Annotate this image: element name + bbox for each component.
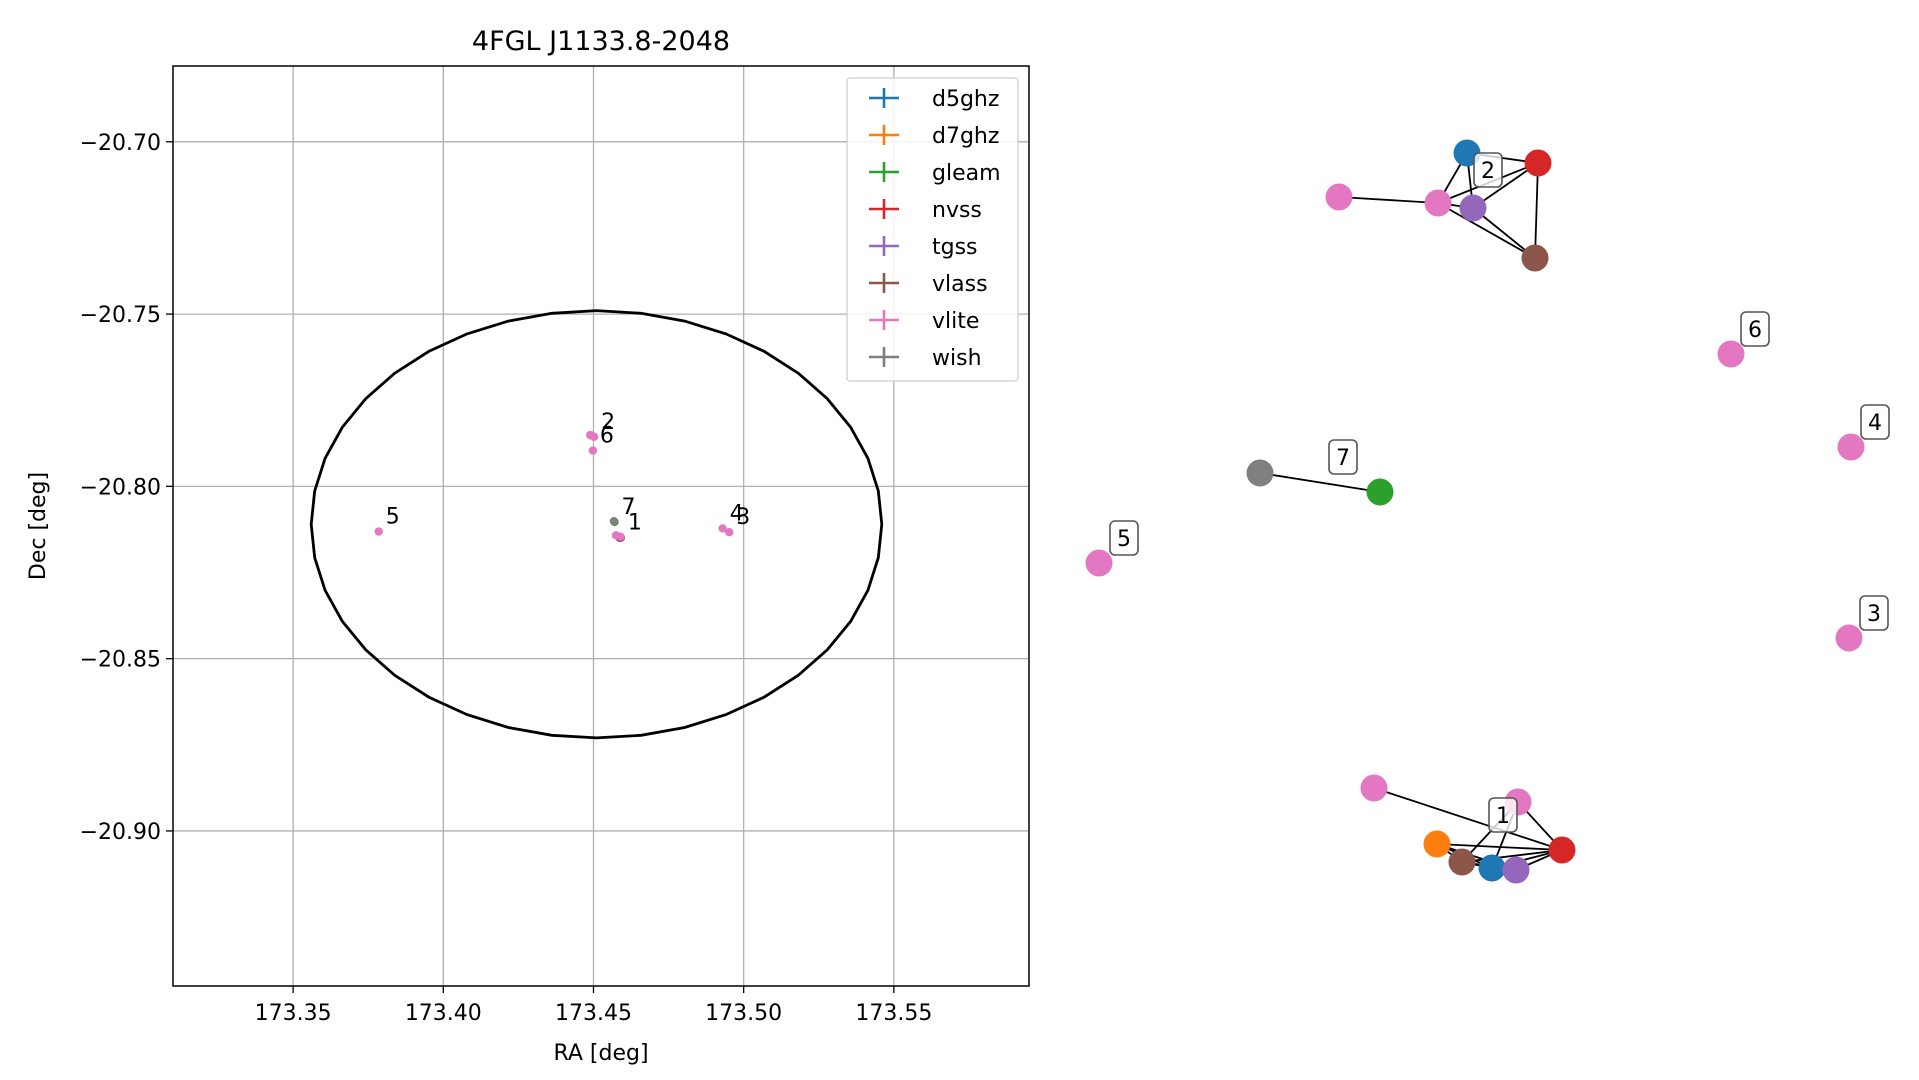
network-node-d7ghz — [1423, 830, 1451, 858]
point-label-7: 7 — [622, 495, 636, 520]
network-node-d5ghz — [1478, 854, 1506, 882]
plot-frame — [172, 65, 1030, 987]
legend-label: vlass — [932, 272, 988, 297]
x-tick-label: 173.55 — [855, 1001, 932, 1026]
x-tick-label: 173.50 — [705, 1001, 782, 1026]
x-axis-label: RA [deg] — [553, 1041, 648, 1066]
network-node-tgss — [1502, 856, 1530, 884]
chart-title: 4FGL J1133.8-2048 — [472, 26, 730, 57]
y-tick-label: −20.80 — [80, 475, 161, 500]
network-label-box — [1860, 404, 1890, 440]
x-tick-label: 173.45 — [555, 1001, 632, 1026]
data-point-vlite — [718, 524, 727, 533]
network-edges — [1259, 152, 1563, 871]
network-label-box — [1488, 797, 1518, 833]
point-label-6: 6 — [600, 424, 614, 449]
network-node-vlite — [1835, 624, 1863, 652]
data-point-vlite — [589, 432, 599, 441]
network-group-label-4: 4 — [1868, 411, 1882, 436]
legend-label: vlite — [932, 309, 979, 334]
point-labels: 1 2 34 5 6 7 — [386, 410, 751, 536]
legend-entry-vlite: vlite — [869, 309, 979, 334]
uncertainty-ellipse — [309, 309, 884, 740]
point-label-2: 2 — [601, 410, 615, 435]
legend-entry-wish: wish — [869, 346, 982, 371]
network-group-label-6: 6 — [1748, 318, 1762, 343]
y-tick-label: −20.85 — [80, 648, 161, 673]
legend-entry-d5ghz: d5ghz — [869, 87, 999, 112]
data-point-vlite — [374, 527, 383, 536]
network-node-vlite — [1360, 774, 1388, 802]
legend-label: d7ghz — [932, 124, 999, 149]
x-axis: 173.35 173.40 173.45 173.50 173.55 — [255, 986, 932, 1026]
y-axis-label: Dec [deg] — [26, 472, 51, 580]
network-edge — [1461, 849, 1563, 863]
data-point-vlite — [616, 532, 625, 541]
network-node-vlass — [1521, 244, 1549, 272]
data-point-vlite — [725, 528, 734, 537]
network-label-box — [1859, 595, 1889, 631]
legend-items: d5ghz d7ghz gleam nvss tgss vlass vlite wish — [869, 87, 1001, 371]
network-group-labels: 1 2 3 4 5 6 7 — [1109, 152, 1890, 833]
network-node-vlite — [1837, 433, 1865, 461]
network-nodes — [1085, 139, 1865, 884]
network-node-nvss — [1548, 836, 1576, 864]
network-label-box — [1740, 311, 1770, 347]
network-node-vlite — [1717, 340, 1745, 368]
legend-entry-tgss: tgss — [869, 235, 978, 260]
legend-entry-gleam: gleam — [869, 161, 1001, 186]
network-group-label-2: 2 — [1481, 159, 1495, 184]
legend-entry-nvss: nvss — [869, 198, 982, 223]
legend-label: gleam — [932, 161, 1001, 186]
network-edge — [1534, 162, 1539, 259]
network-node-wish — [1246, 459, 1274, 487]
legend-label: tgss — [932, 235, 978, 260]
legend-label: nvss — [932, 198, 982, 223]
network-node-tgss — [1459, 194, 1487, 222]
y-tick-label: −20.75 — [80, 303, 161, 328]
legend-entry-d7ghz: d7ghz — [869, 124, 999, 149]
network-node-gleam — [1366, 478, 1394, 506]
uncertainty-ellipse-layer — [309, 309, 884, 740]
data-point-vlite — [588, 446, 598, 455]
y-axis: −20.70 −20.75 −20.80 −20.85 −20.90 — [80, 131, 173, 845]
network-edge — [1437, 202, 1536, 259]
legend-label: wish — [932, 346, 982, 371]
y-tick-label: −20.70 — [80, 131, 161, 156]
network-node-vlass — [1448, 848, 1476, 876]
data-points — [374, 430, 734, 543]
network-panel: 1 2 3 4 5 6 7 — [1085, 139, 1890, 884]
network-label-box — [1473, 152, 1503, 188]
legend: d5ghz d7ghz gleam nvss tgss vlass vlite wish — [846, 77, 1019, 382]
network-edge — [1259, 472, 1381, 493]
y-tick-label: −20.90 — [80, 820, 161, 845]
network-node-vlite — [1085, 549, 1113, 577]
x-tick-label: 173.40 — [405, 1001, 482, 1026]
network-node-nvss — [1524, 149, 1552, 177]
legend-box — [846, 77, 1019, 382]
network-group-label-3: 3 — [1867, 602, 1881, 627]
point-label-5: 5 — [386, 505, 400, 530]
network-edge — [1338, 196, 1439, 204]
network-edge — [1373, 787, 1563, 851]
network-group-label-7: 7 — [1336, 446, 1350, 471]
point-label-4: 4 — [730, 501, 744, 526]
network-label-box — [1328, 439, 1358, 475]
network-group-label-5: 5 — [1117, 527, 1131, 552]
legend-label: d5ghz — [932, 87, 999, 112]
legend-entry-vlass: vlass — [869, 272, 988, 297]
x-tick-label: 173.35 — [255, 1001, 332, 1026]
point-label-1: 1 — [628, 511, 642, 536]
network-node-vlite — [1424, 189, 1452, 217]
network-label-box — [1109, 520, 1139, 556]
scatter-panel: 173.35 173.40 173.45 173.50 173.55 −20.70−20… — [26, 26, 1030, 1066]
network-group-label-1: 1 — [1496, 804, 1510, 829]
point-label-3: 3 — [736, 505, 750, 530]
network-node-vlite — [1325, 183, 1353, 211]
network-edge — [1436, 843, 1563, 851]
data-point-wish — [609, 516, 619, 526]
